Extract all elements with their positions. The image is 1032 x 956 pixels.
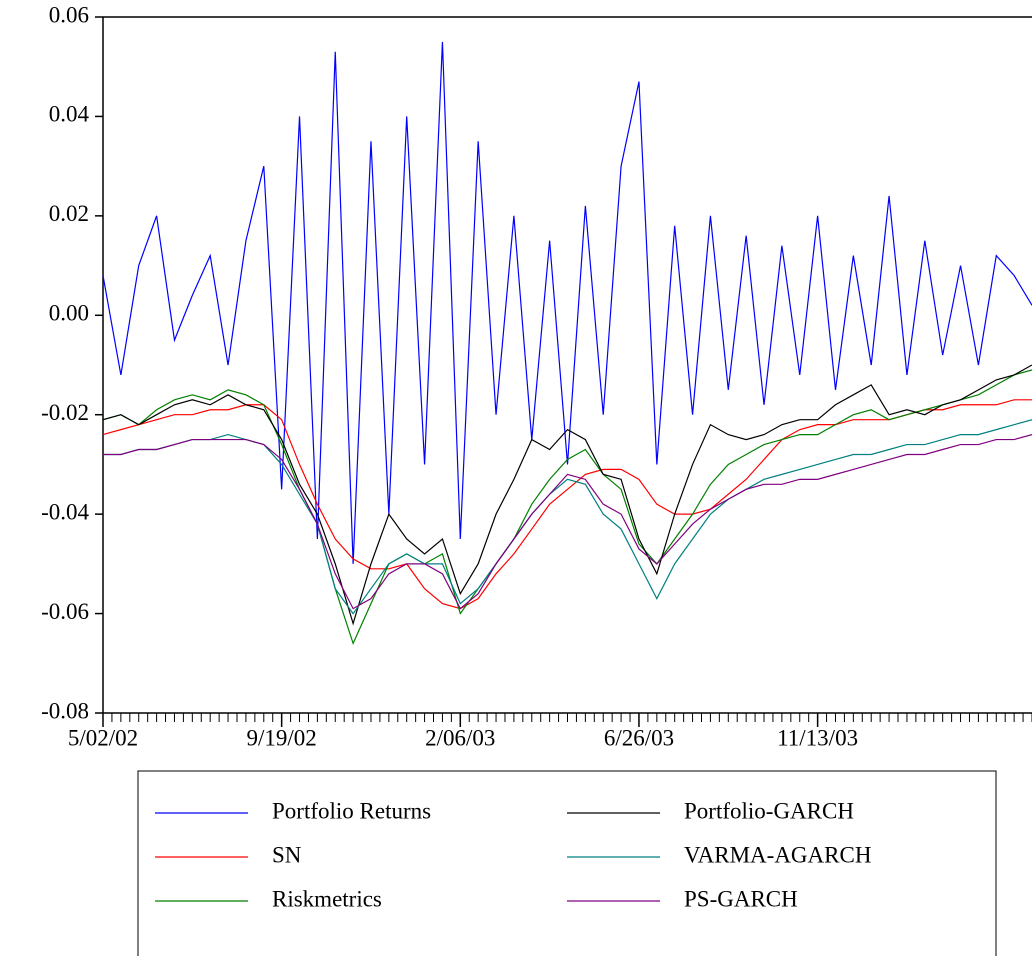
series-line: [103, 419, 1032, 615]
series-line: [102, 364, 1032, 626]
legend-label: Portfolio Returns: [272, 798, 431, 823]
legend-label: Riskmetrics: [272, 886, 382, 911]
y-tick-label: -0.02: [41, 400, 89, 425]
legend-label: SN: [272, 842, 302, 867]
legend-box: [137, 770, 997, 956]
y-tick-label: 0.06: [49, 2, 89, 27]
x-tick-label: 9/19/02: [247, 725, 317, 750]
y-tick-label: -0.08: [41, 698, 89, 723]
y-tick-label: 0.04: [49, 102, 90, 127]
y-tick-label: -0.04: [41, 499, 89, 524]
series-line: [102, 399, 1032, 610]
x-tick-label: 2/06/03: [425, 725, 495, 750]
legend-label: VARMA-AGARCH: [684, 842, 871, 867]
y-tick-label: -0.06: [41, 599, 89, 624]
legend-label: Portfolio-GARCH: [684, 798, 854, 823]
x-tick-label: 5/02/02: [68, 725, 138, 750]
y-tick-label: 0.02: [49, 201, 89, 226]
series-line: [102, 41, 1032, 564]
legend-label: PS-GARCH: [684, 886, 798, 911]
x-tick-label: 6/26/03: [604, 725, 674, 750]
y-tick-label: 0.00: [49, 301, 89, 326]
series-line: [103, 434, 1032, 610]
series-line: [102, 369, 1032, 646]
x-tick-label: 11/13/03: [777, 725, 858, 750]
